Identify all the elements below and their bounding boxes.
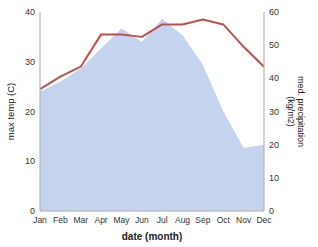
y2-tick-label: 10 — [269, 173, 279, 183]
x-tick-label: Sep — [195, 215, 210, 225]
x-axis-label: date (month) — [122, 231, 183, 242]
y-axis-line — [40, 12, 41, 211]
x-tick-label: May — [113, 215, 130, 225]
y2-axis-label-line: med. precipitation — [296, 76, 306, 147]
x-tick-label: Jun — [135, 215, 149, 225]
temp-line — [40, 19, 264, 89]
page: {"chart_data": {"type": "line", "categor… — [0, 0, 318, 247]
x-axis-line — [40, 211, 264, 212]
y-tick-label: 10 — [25, 156, 35, 166]
y2-axis-label: med. precipitation(kg/m2) — [286, 76, 306, 147]
x-tick-label: Mar — [73, 215, 88, 225]
x-tick-label: Nov — [236, 215, 252, 225]
chart: 0102030400102030405060JanFebMarAprMayJun… — [0, 0, 318, 247]
x-tick-label: Dec — [256, 215, 272, 225]
y-tick-label: 40 — [25, 7, 35, 17]
y2-tick-label: 20 — [269, 140, 279, 150]
y2-axis-line — [264, 12, 265, 211]
data-group — [40, 19, 264, 211]
x-tick-label: Jan — [33, 215, 47, 225]
y2-tick-label: 40 — [269, 73, 279, 83]
y2-tick-label: 30 — [269, 107, 279, 117]
x-tick-label: Feb — [53, 215, 68, 225]
y-axis-label: max temp (C) — [5, 83, 16, 141]
y2-tick-label: 50 — [269, 40, 279, 50]
x-tick-label: Jul — [157, 215, 168, 225]
x-tick-label: Oct — [217, 215, 231, 225]
background — [0, 0, 318, 247]
y-tick-label: 30 — [25, 57, 35, 67]
rain-area — [40, 19, 264, 211]
y2-tick-label: 60 — [269, 7, 279, 17]
y-tick-label: 20 — [25, 107, 35, 117]
x-tick-label: Apr — [94, 215, 107, 225]
x-tick-label: Aug — [175, 215, 190, 225]
y2-axis-label-line: (kg/m2) — [286, 96, 296, 127]
